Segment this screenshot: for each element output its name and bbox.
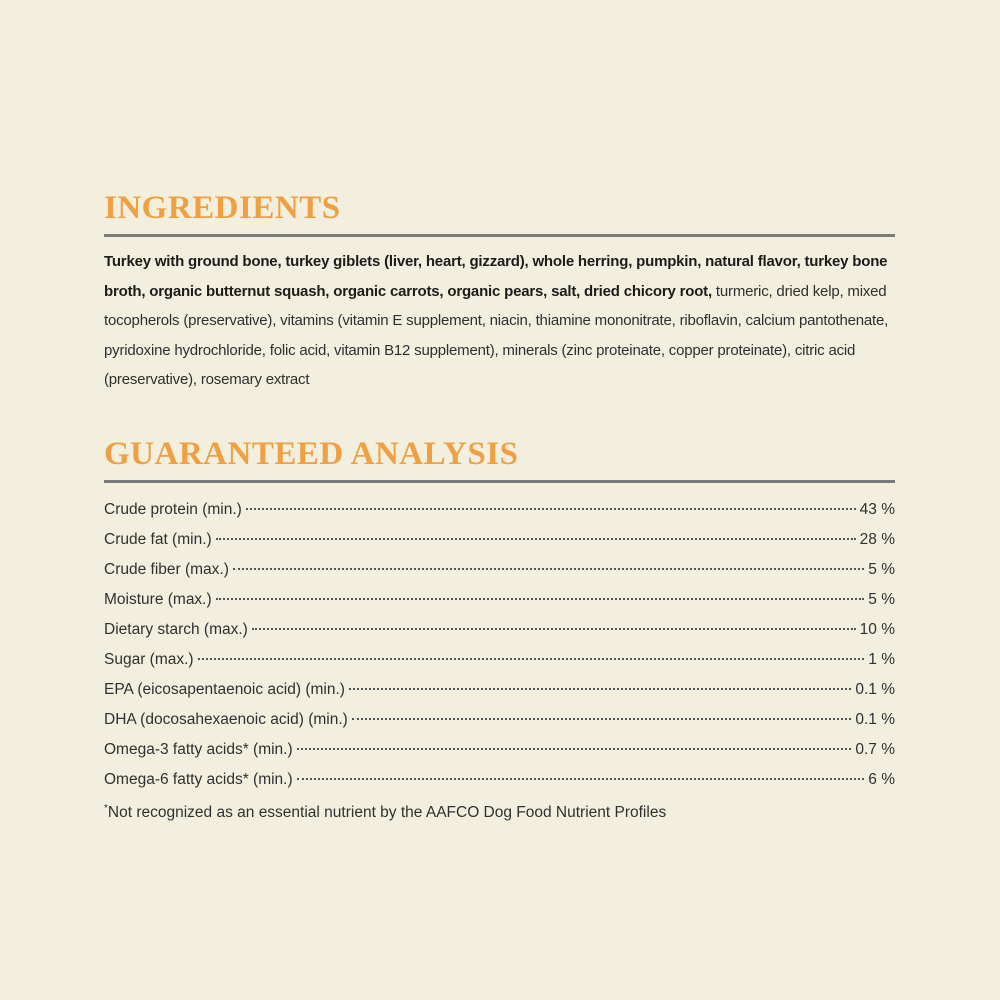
nutrient-value: 43 % <box>859 501 895 518</box>
leader-dots <box>232 568 865 570</box>
nutrient-label: Omega-6 fatty acids* (min.) <box>104 771 293 788</box>
leader-dots <box>296 778 865 780</box>
leader-dots <box>251 628 856 630</box>
leader-dots <box>296 748 852 750</box>
analysis-row: Crude fiber (max.) 5 % <box>104 555 895 585</box>
analysis-row: EPA (eicosapentaenoic acid) (min.) 0.1 % <box>104 675 895 705</box>
analysis-row: Moisture (max.) 5 % <box>104 585 895 615</box>
nutrient-label: Crude fiber (max.) <box>104 561 229 578</box>
nutrient-label: Moisture (max.) <box>104 591 212 608</box>
analysis-row: DHA (docosahexaenoic acid) (min.) 0.1 % <box>104 705 895 735</box>
ingredients-bold: Turkey with ground bone, turkey giblets … <box>104 253 888 300</box>
nutrient-value: 10 % <box>859 621 895 638</box>
nutrient-value: 0.1 % <box>855 681 895 698</box>
nutrient-value: 5 % <box>868 561 895 578</box>
leader-dots <box>215 538 856 540</box>
section-title: GUARANTEED ANALYSIS <box>104 434 895 483</box>
analysis-row: Omega-6 fatty acids* (min.) 6 % <box>104 765 895 795</box>
ingredients-regular: turmeric, dried kelp, mixed tocopherols … <box>104 282 889 389</box>
analysis-row: Sugar (max.) 1 % <box>104 645 895 675</box>
nutrient-label: DHA (docosahexaenoic acid) (min.) <box>104 711 348 728</box>
section-title: INGREDIENTS <box>104 188 895 237</box>
leader-dots <box>245 508 856 510</box>
leader-dots <box>215 598 865 600</box>
analysis-table: Crude protein (min.) 43 % Crude fat (min.)… <box>104 495 895 795</box>
nutrient-value: 6 % <box>868 771 895 788</box>
leader-dots <box>197 658 865 660</box>
nutrient-value: 5 % <box>868 591 895 608</box>
leader-dots <box>351 718 852 720</box>
ingredients-text: Turkey with ground bone, turkey giblets … <box>104 247 895 395</box>
nutrient-value: 0.1 % <box>855 711 895 728</box>
nutrient-label: EPA (eicosapentaenoic acid) (min.) <box>104 681 345 698</box>
nutrient-label: Omega-3 fatty acids* (min.) <box>104 741 293 758</box>
footnote: *Not recognized as an essential nutrient… <box>104 803 895 822</box>
nutrient-value: 0.7 % <box>855 741 895 758</box>
nutrient-value: 1 % <box>868 651 895 668</box>
analysis-row: Crude fat (min.) 28 % <box>104 525 895 555</box>
footnote-text: Not recognized as an essential nutrient … <box>107 804 667 822</box>
nutrient-label: Sugar (max.) <box>104 651 194 668</box>
analysis-row: Dietary starch (max.) 10 % <box>104 615 895 645</box>
analysis-row: Omega-3 fatty acids* (min.) 0.7 % <box>104 735 895 765</box>
ingredients-section: INGREDIENTS Turkey with ground bone, tur… <box>104 188 895 395</box>
nutrient-label: Crude protein (min.) <box>104 501 242 518</box>
leader-dots <box>348 688 852 690</box>
analysis-section: GUARANTEED ANALYSIS Crude protein (min.)… <box>104 434 895 822</box>
nutrient-label: Dietary starch (max.) <box>104 621 248 638</box>
footnote-marker: * <box>104 803 108 814</box>
nutrient-value: 28 % <box>859 531 895 548</box>
analysis-row: Crude protein (min.) 43 % <box>104 495 895 525</box>
nutrient-label: Crude fat (min.) <box>104 531 212 548</box>
